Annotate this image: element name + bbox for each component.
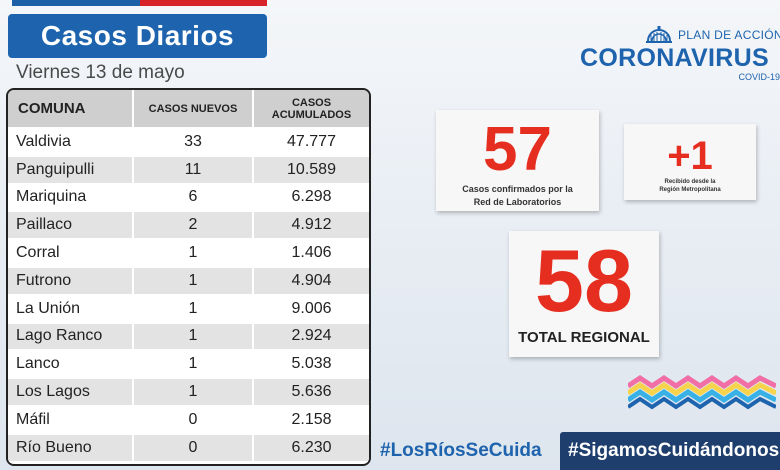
cell-casos-acumulados: 4.912 [253, 211, 369, 241]
lab-cases-value: 57 [483, 115, 552, 184]
cell-casos-nuevos: 6 [133, 183, 254, 213]
cell-comuna: Corral [8, 239, 134, 268]
cell-comuna: Panguipulli [8, 155, 134, 185]
total-regional-card: 58 TOTAL REGIONAL [509, 231, 659, 357]
cell-casos-acumulados: 4.904 [253, 266, 369, 296]
report-date: Viernes 13 de mayo [16, 62, 185, 83]
cases-table-grid: COMUNA CASOS NUEVOS CASOS ACUMULADOS Val… [8, 90, 369, 463]
table-row: Mariquina 6 6.298 [8, 183, 369, 213]
lab-cases-card: 57 Casos confirmados por la Red de Labor… [436, 110, 599, 211]
logo-plan-text: PLAN DE ACCIÓN [678, 28, 780, 42]
hashtag-sigamos-text: #SigamosCuidándonos [568, 440, 780, 461]
metro-cases-card: +1 Recibido desde la Región Metropolitan… [624, 124, 756, 200]
hashtag-sigamos-banner: #SigamosCuidándonos [560, 432, 780, 470]
table-row: Los Lagos 1 5.636 [8, 378, 369, 407]
cell-casos-acumulados: 2.158 [253, 405, 369, 435]
cell-casos-nuevos: 1 [133, 239, 254, 268]
table-row: Lanco 1 5.038 [8, 350, 369, 380]
cell-comuna: Lanco [8, 350, 134, 380]
cell-casos-nuevos: 1 [133, 266, 254, 296]
table-row: Paillaco 2 4.912 [8, 211, 369, 241]
coronavirus-logo: PLAN DE ACCIÓN CORONAVIRUS COVID-19 [580, 22, 780, 84]
cell-comuna: Paillaco [8, 211, 134, 241]
cell-casos-acumulados: 47.777 [253, 128, 369, 157]
cell-casos-acumulados: 5.038 [253, 350, 369, 380]
cell-casos-acumulados: 6.230 [253, 433, 369, 463]
cell-casos-nuevos: 0 [133, 405, 254, 435]
cell-casos-nuevos: 11 [133, 155, 254, 185]
table-row: Valdivia 33 47.777 [8, 128, 369, 157]
cell-casos-nuevos: 1 [133, 294, 254, 324]
cell-comuna: Mariquina [8, 183, 134, 213]
cell-casos-acumulados: 6.298 [253, 183, 369, 213]
total-regional-caption: TOTAL REGIONAL [518, 329, 650, 346]
cell-comuna: Valdivia [8, 128, 134, 157]
table-row: Corral 1 1.406 [8, 239, 369, 268]
cell-casos-nuevos: 1 [133, 378, 254, 407]
header-casos-nuevos: CASOS NUEVOS [133, 90, 254, 129]
table-body: Valdivia 33 47.777 Panguipulli 11 10.589 Mariq… [8, 128, 369, 463]
government-dome-icon [646, 26, 672, 43]
cell-comuna: La Unión [8, 294, 134, 324]
cell-casos-acumulados: 10.589 [253, 155, 369, 185]
table-row: Futrono 1 4.904 [8, 266, 369, 296]
flag-red-stripe [139, 0, 267, 6]
cell-casos-acumulados: 9.006 [253, 294, 369, 324]
cell-casos-nuevos: 33 [133, 128, 254, 157]
lab-cases-caption-1: Casos confirmados por la [462, 184, 573, 194]
metro-cases-caption-1: Recibido desde la [664, 179, 716, 185]
decorative-waves-icon [628, 374, 776, 410]
table-row: Máfil 0 2.158 [8, 405, 369, 435]
cell-comuna: Lago Ranco [8, 322, 134, 352]
logo-sub-text: COVID-19 [738, 72, 780, 82]
metro-cases-value: +1 [667, 134, 713, 178]
cell-casos-nuevos: 0 [133, 433, 254, 463]
header-comuna: COMUNA [8, 90, 134, 129]
cell-casos-acumulados: 5.636 [253, 378, 369, 407]
table-row: Panguipulli 11 10.589 [8, 155, 369, 185]
flag-blue-stripe [12, 0, 140, 6]
flag-bar [12, 0, 267, 6]
table-row: Río Bueno 0 6.230 [8, 433, 369, 463]
cell-casos-acumulados: 1.406 [253, 239, 369, 268]
cell-comuna: Río Bueno [8, 433, 134, 463]
cell-casos-acumulados: 2.924 [253, 322, 369, 352]
metro-cases-caption-2: Región Metropolitana [659, 187, 721, 193]
lab-cases-caption-2: Red de Laboratorios [473, 197, 562, 207]
table-row: Lago Ranco 1 2.924 [8, 322, 369, 352]
table-row: La Unión 1 9.006 [8, 294, 369, 324]
cell-comuna: Futrono [8, 266, 134, 296]
cell-casos-nuevos: 1 [133, 350, 254, 380]
header-casos-acumulados: CASOS ACUMULADOS [253, 90, 369, 129]
cases-table: COMUNA CASOS NUEVOS CASOS ACUMULADOS Val… [6, 88, 371, 466]
cell-comuna: Los Lagos [8, 378, 134, 407]
logo-main-text: CORONAVIRUS [580, 44, 769, 72]
total-regional-value: 58 [535, 231, 633, 330]
table-header-row: COMUNA CASOS NUEVOS CASOS ACUMULADOS [8, 90, 369, 129]
cell-casos-nuevos: 2 [133, 211, 254, 241]
cell-casos-nuevos: 1 [133, 322, 254, 352]
cell-comuna: Máfil [8, 405, 134, 435]
page-title: Casos Diarios [8, 14, 267, 58]
hashtag-los-rios: #LosRíosSeCuida [380, 440, 542, 461]
page-title-text: Casos Diarios [40, 20, 235, 51]
